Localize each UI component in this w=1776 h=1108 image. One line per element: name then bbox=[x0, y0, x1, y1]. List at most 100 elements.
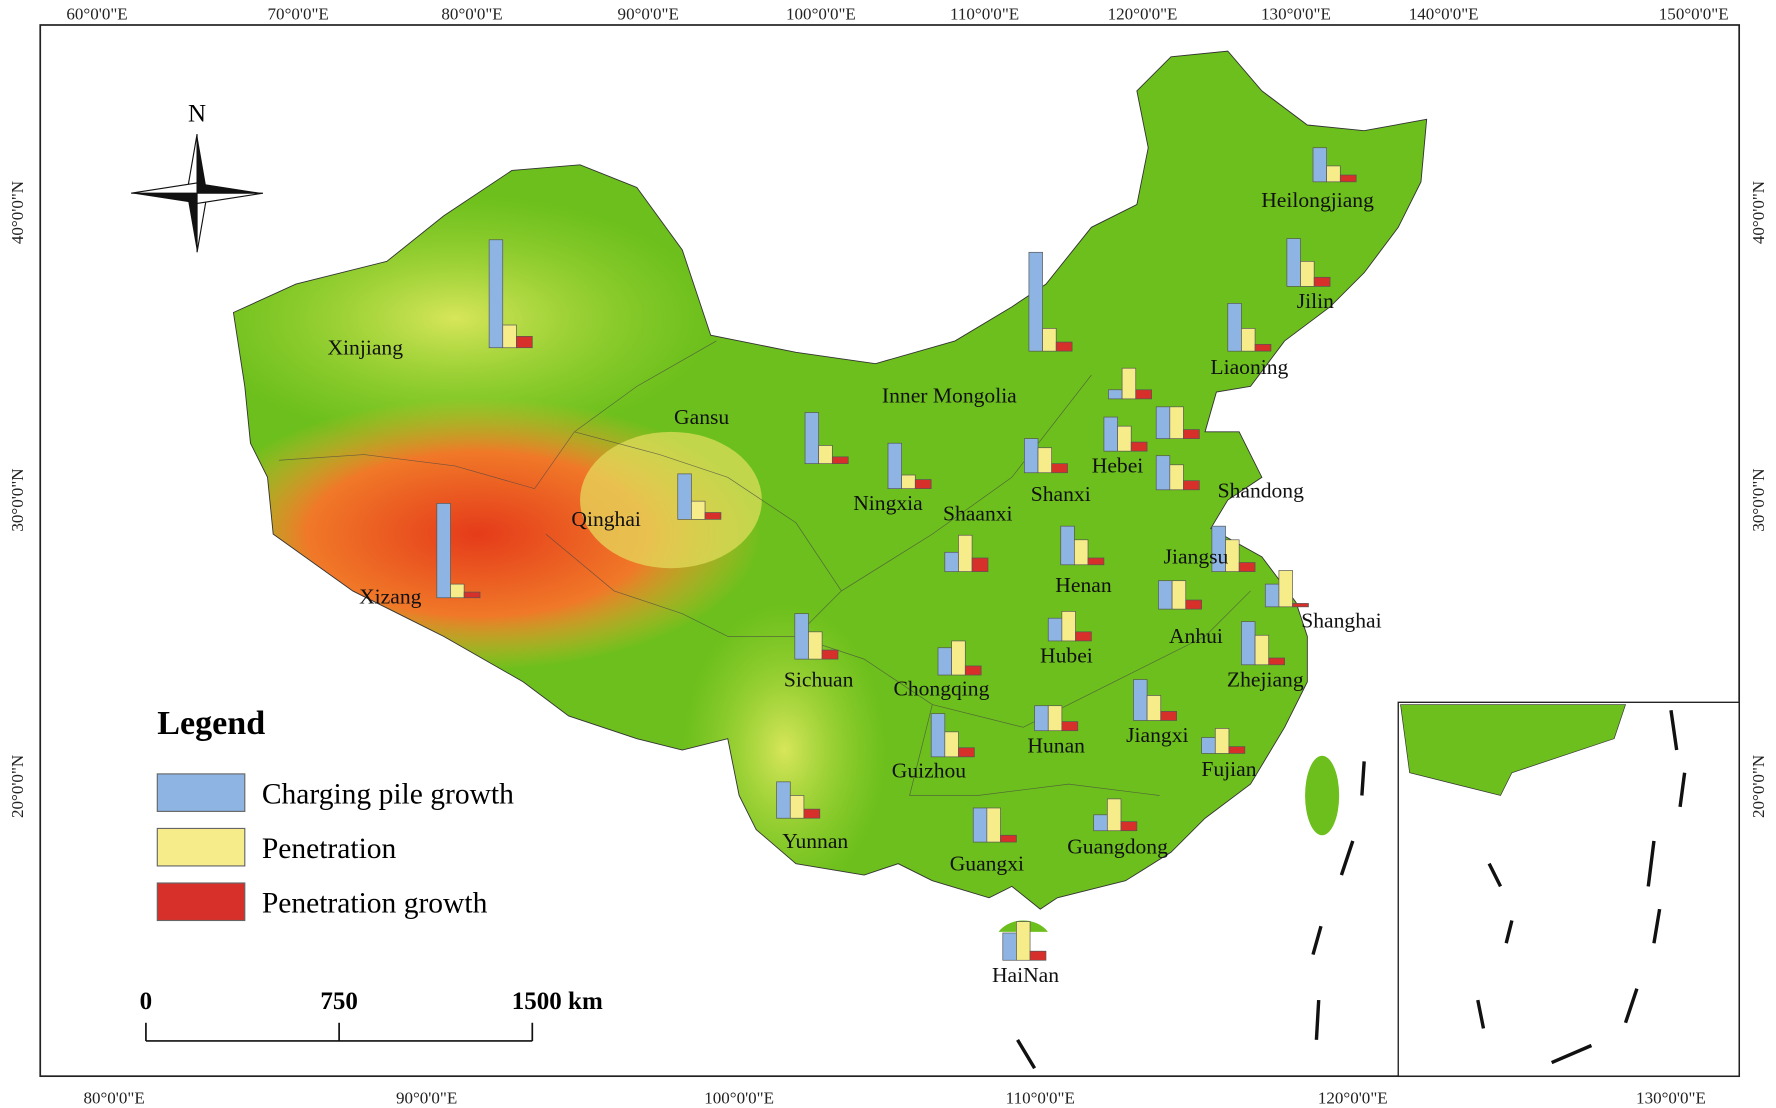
longitude-label: 120°0'0"E bbox=[1108, 4, 1178, 23]
bar bbox=[463, 591, 481, 599]
bar bbox=[951, 640, 966, 676]
latitude-label: 30°0'0"N bbox=[1749, 468, 1768, 531]
bar bbox=[821, 649, 839, 660]
bar bbox=[1158, 580, 1173, 610]
bar bbox=[1016, 921, 1031, 961]
bar bbox=[1028, 251, 1043, 352]
longitude-label: 80°0'0"E bbox=[83, 1088, 144, 1107]
legend-title: Legend bbox=[157, 705, 265, 742]
north-label: N bbox=[188, 101, 206, 128]
bar bbox=[803, 808, 821, 819]
bar bbox=[1286, 238, 1301, 287]
bar bbox=[1313, 276, 1331, 287]
bar bbox=[1155, 455, 1171, 491]
bar bbox=[1024, 438, 1039, 474]
bar bbox=[1160, 711, 1177, 721]
province-label: Zhejiang bbox=[1227, 667, 1304, 691]
bar bbox=[964, 665, 982, 676]
province-label: Fujian bbox=[1201, 757, 1256, 781]
longitude-label: 70°0'0"E bbox=[268, 4, 329, 23]
bar bbox=[789, 795, 805, 819]
latitude-label: 40°0'0"N bbox=[8, 181, 27, 244]
legend-swatch bbox=[156, 827, 246, 867]
latitude-label: 30°0'0"N bbox=[8, 468, 27, 531]
province-label: Liaoning bbox=[1210, 355, 1288, 379]
bar bbox=[1278, 570, 1293, 608]
bar bbox=[1171, 580, 1187, 610]
bar bbox=[794, 613, 809, 660]
bar bbox=[1146, 695, 1162, 721]
bar bbox=[488, 239, 504, 349]
bar bbox=[1241, 621, 1256, 666]
legend-label: Penetration growth bbox=[262, 888, 488, 920]
longitude-label: 120°0'0"E bbox=[1318, 1088, 1388, 1107]
province-label: Inner Mongolia bbox=[882, 383, 1017, 407]
bar bbox=[502, 324, 517, 349]
province-label: Shandong bbox=[1218, 479, 1305, 503]
province-label: Shanghai bbox=[1301, 608, 1381, 632]
province-label: Yunnan bbox=[782, 829, 848, 853]
bar bbox=[914, 479, 932, 489]
longitude-label: 140°0'0"E bbox=[1409, 4, 1479, 23]
province-label: Heilongjiang bbox=[1261, 188, 1374, 212]
bar bbox=[831, 456, 849, 464]
bar bbox=[1326, 165, 1341, 183]
bar bbox=[1108, 389, 1123, 400]
longitude-label: 100°0'0"E bbox=[786, 4, 856, 23]
latitude-label: 20°0'0"N bbox=[1749, 755, 1768, 818]
bar bbox=[1034, 705, 1049, 732]
longitude-label: 90°0'0"E bbox=[396, 1088, 457, 1107]
longitude-label: 150°0'0"E bbox=[1659, 4, 1729, 23]
bar bbox=[1339, 174, 1357, 183]
province-label: Shanxi bbox=[1031, 482, 1091, 506]
bar bbox=[1074, 539, 1089, 566]
bar bbox=[1214, 728, 1230, 754]
bar bbox=[1225, 539, 1240, 572]
bar bbox=[818, 445, 833, 464]
bar bbox=[1264, 583, 1280, 608]
longitude-label: 80°0'0"E bbox=[441, 4, 502, 23]
scale-bar bbox=[145, 1022, 534, 1042]
bar bbox=[1106, 798, 1122, 832]
bar bbox=[937, 647, 952, 676]
bar bbox=[1002, 932, 1017, 961]
bar bbox=[1087, 557, 1105, 566]
province-label: Jiangxi bbox=[1126, 723, 1188, 747]
longitude-label: 60°0'0"E bbox=[66, 4, 127, 23]
dashed-line bbox=[1016, 710, 1687, 1070]
bar bbox=[887, 442, 902, 489]
bar bbox=[1238, 562, 1256, 572]
bar bbox=[704, 512, 722, 520]
legend-label: Penetration bbox=[262, 833, 397, 865]
bar bbox=[1060, 525, 1075, 566]
bar bbox=[1241, 328, 1256, 352]
bar bbox=[901, 474, 916, 489]
bar bbox=[804, 412, 820, 464]
bar bbox=[1183, 480, 1200, 491]
bar bbox=[1037, 447, 1052, 474]
bar bbox=[1121, 367, 1137, 400]
province-label: Henan bbox=[1055, 573, 1112, 597]
bar bbox=[1047, 705, 1063, 732]
bar bbox=[1169, 464, 1184, 491]
province-label: Guangdong bbox=[1067, 834, 1168, 858]
province-label: Xizang bbox=[359, 584, 422, 608]
bar bbox=[944, 731, 959, 758]
bar bbox=[1133, 679, 1148, 721]
bar bbox=[1093, 814, 1108, 832]
bar bbox=[436, 503, 451, 599]
province-label: Hunan bbox=[1027, 733, 1085, 757]
bar bbox=[516, 336, 533, 349]
longitude-label: 90°0'0"E bbox=[618, 4, 679, 23]
bar bbox=[1075, 631, 1092, 642]
province-label: Ningxia bbox=[853, 491, 923, 515]
bar bbox=[1000, 834, 1017, 843]
bar bbox=[944, 551, 959, 572]
province-label: Jiangsu bbox=[1164, 545, 1229, 569]
bar bbox=[776, 781, 791, 819]
longitude-label: 110°0'0"E bbox=[1006, 1088, 1075, 1107]
bar bbox=[1155, 406, 1171, 439]
bar bbox=[1130, 441, 1148, 452]
bar bbox=[930, 713, 946, 758]
